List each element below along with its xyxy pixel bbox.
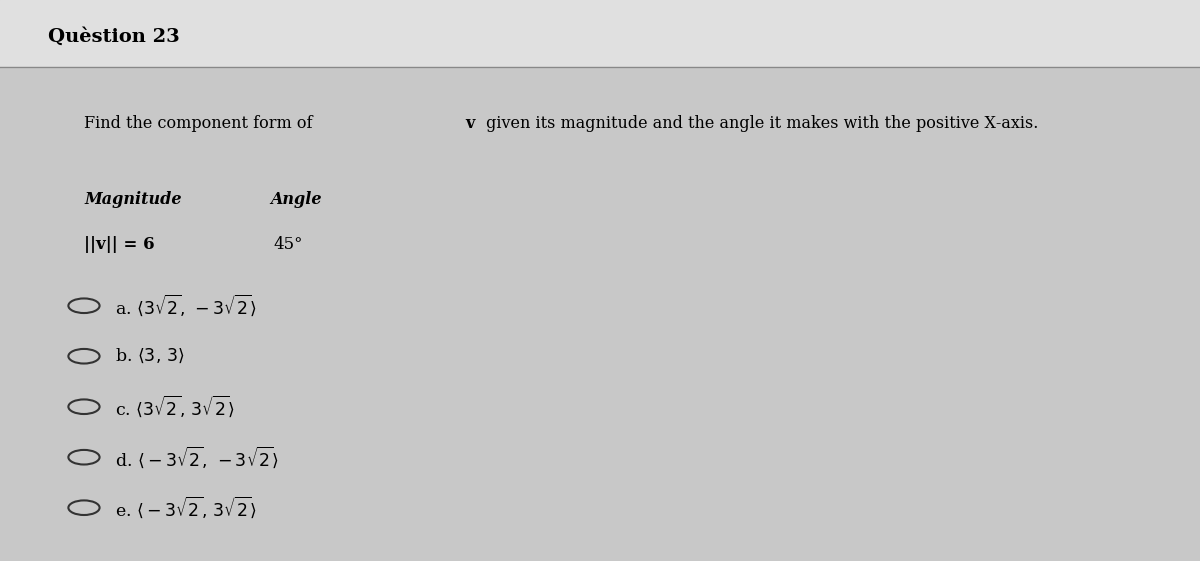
Text: b. $\langle 3,\, 3\rangle$: b. $\langle 3,\, 3\rangle$	[115, 347, 185, 365]
Text: a. $\langle 3\sqrt{2},\, -3\sqrt{2}\rangle$: a. $\langle 3\sqrt{2},\, -3\sqrt{2}\rang…	[115, 293, 257, 319]
Text: d. $\langle -3\sqrt{2},\, -3\sqrt{2}\rangle$: d. $\langle -3\sqrt{2},\, -3\sqrt{2}\ran…	[115, 444, 278, 470]
Text: 45°: 45°	[274, 236, 304, 252]
Text: c. $\langle 3\sqrt{2},\, 3\sqrt{2}\rangle$: c. $\langle 3\sqrt{2},\, 3\sqrt{2}\rangl…	[115, 394, 235, 420]
Text: given its magnitude and the angle it makes with the positive Χ-axis.: given its magnitude and the angle it mak…	[481, 115, 1038, 132]
Text: Magnitude: Magnitude	[84, 191, 181, 208]
Text: Angle: Angle	[270, 191, 322, 208]
Text: Find the component form of: Find the component form of	[84, 115, 318, 132]
Text: e. $\langle -3\sqrt{2},\, 3\sqrt{2}\rangle$: e. $\langle -3\sqrt{2},\, 3\sqrt{2}\rang…	[115, 495, 257, 521]
Text: v: v	[464, 115, 474, 132]
Text: Quèstion 23: Quèstion 23	[48, 27, 180, 46]
Text: ||v|| = 6: ||v|| = 6	[84, 236, 155, 252]
Bar	[0, 0, 1200, 67]
